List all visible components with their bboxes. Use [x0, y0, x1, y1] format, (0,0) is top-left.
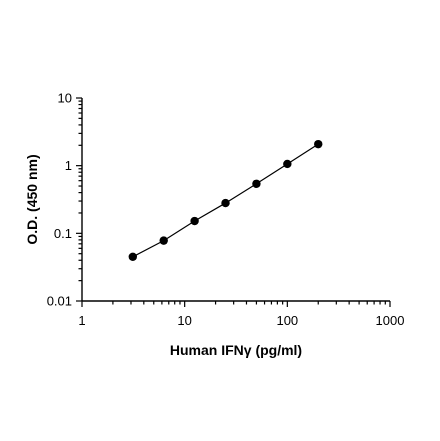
y-tick-labels: 0.01 0.1 1 10	[47, 91, 72, 309]
data-point	[190, 216, 199, 226]
y-axis	[76, 97, 83, 302]
data-point	[314, 139, 323, 149]
x-axis-title: Human IFNγ (pg/ml)	[170, 342, 302, 358]
y-tick-label: 0.1	[54, 226, 72, 241]
data-points	[128, 139, 323, 261]
data-point	[128, 252, 138, 261]
y-tick-label: 0.01	[47, 294, 72, 309]
data-point	[252, 179, 261, 188]
x-tick-label: 1	[78, 313, 85, 328]
data-point	[221, 198, 230, 208]
x-tick-labels: 1 10 100 1000	[78, 313, 404, 328]
x-tick-label: 1000	[376, 313, 405, 328]
x-axis	[81, 300, 391, 307]
data-point	[159, 236, 168, 245]
y-tick-label: 1	[65, 158, 72, 173]
x-tick-label: 100	[276, 313, 298, 328]
x-tick-label: 10	[177, 313, 191, 328]
data-point	[283, 159, 292, 169]
y-axis-title: O.D. (450 nm)	[24, 154, 40, 244]
y-tick-label: 10	[58, 91, 72, 106]
